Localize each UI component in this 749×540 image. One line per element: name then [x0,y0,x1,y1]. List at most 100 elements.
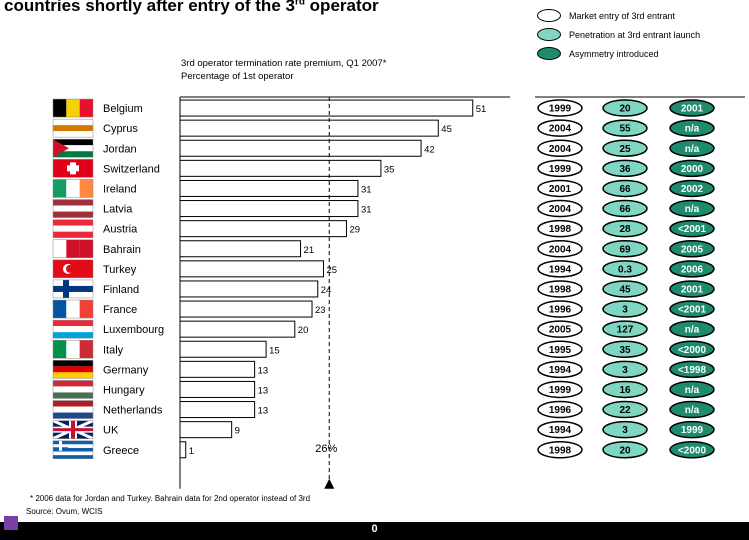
table-cell-value: 55 [619,124,631,135]
bar [179,300,313,318]
flag-stripe [53,211,93,218]
table-cell-value: 0.3 [618,264,632,275]
flag-stripe [53,400,93,407]
table-cell-oval [669,340,715,358]
flag-border [52,299,94,319]
table-cell-oval [602,119,648,137]
table-cell-oval [669,119,715,137]
table-cell-value: 1996 [549,305,572,316]
table-cell-oval [537,420,583,439]
flag-stripe [53,139,93,146]
flag-stripe [53,219,93,226]
category-label: Ireland [103,183,137,195]
category-label: Turkey [103,264,137,276]
table-cell-oval [537,441,583,459]
flag-cross [53,428,93,432]
page-title: countries shortly after entry of the 3rd… [4,0,379,15]
table-cell-value: 16 [619,385,631,396]
table-cell-oval [602,199,648,218]
page-number: 0 [371,523,378,535]
flag-stripe [53,119,93,126]
source: Source: Ovum, WCIS [26,507,103,516]
table-cell-oval [602,441,648,459]
bar [179,139,422,157]
table-cell-value: 1998 [549,445,572,456]
flag-stripe [66,179,80,198]
table-cell-value: <2000 [678,345,707,356]
category-label: Luxembourg [103,324,164,336]
table-cell-value: 2004 [549,124,572,135]
bar-value-label: 21 [304,245,315,256]
flag-stripe [53,205,93,212]
flag-stripe [53,440,93,445]
table-cell-value: 2005 [549,325,572,336]
flag-stripe [66,340,80,359]
bar-value-label: 13 [258,385,269,396]
flag-stripe [53,326,93,333]
flag-triangle [53,139,69,158]
category-label: Switzerland [103,163,160,175]
flag-stripe [53,386,93,393]
table-cell-oval [602,179,648,198]
category-label: Germany [103,364,149,376]
table-cell-value: 1994 [549,365,572,376]
category-label: Hungary [103,384,145,396]
bar-value-label: 29 [349,225,360,236]
flag-stripe [66,239,80,258]
table-cell-oval [537,139,583,157]
flag-stripe [66,300,80,319]
table-cell-value: n/a [685,325,700,336]
table-cell-oval [537,159,583,178]
bar-value-label: 42 [424,144,435,155]
bar-value-label: 13 [258,365,269,376]
flag-stripe [53,131,93,138]
flag-stripe [53,372,93,379]
flag-stripe [53,320,93,327]
table-cell-value: 69 [619,244,631,255]
flag-stripe [53,125,93,132]
table-cell-value: 2004 [549,144,572,155]
table-cell-oval [669,400,715,419]
table-cell-oval [602,400,648,419]
table-cell-oval [669,360,715,379]
flag-stripe [53,99,67,118]
table-cell-value: 1998 [549,224,572,235]
table-cell-oval [537,199,583,218]
table-cell-value: 66 [619,184,631,195]
legend-swatch-dark [537,47,561,60]
flag-stripe [53,392,93,399]
table-cell-value: 1994 [549,264,572,275]
flag-border [52,420,94,439]
bar-value-label: 25 [327,265,338,276]
bar-value-label: 9 [235,426,240,437]
table-cell-oval [669,420,715,439]
flag-stripe [66,99,80,118]
flag-stripe [53,225,93,232]
bar-chart: Belgium 51 1999 20 2001 Cyprus 45 2004 55 n/a Jord… [52,96,745,489]
footnote: * 2006 data for Jordan and Turkey. Bahra… [30,494,311,503]
table-cell-value: n/a [685,385,700,396]
flag-border [52,319,94,339]
legend-item-market-entry: Market entry of 3rd entrant [537,6,700,25]
slide-marker [4,516,18,530]
category-label: Cyprus [103,123,138,135]
table-cell-value: <2001 [678,224,707,235]
bar-value-label: 31 [361,184,372,195]
category-label: Bahrain [103,244,141,256]
flag-border [52,179,94,198]
table-cell-value: 36 [619,164,631,175]
reference-line-arrow [324,478,335,489]
flag-stripe [79,179,93,198]
table-cell-value: 22 [619,405,631,416]
table-cell-oval [669,159,715,178]
table-cell-value: n/a [685,144,700,155]
table-cell-oval [602,300,648,318]
table-cell-value: 1994 [549,425,572,436]
bar-value-label: 23 [315,305,326,316]
table-cell-value: 2002 [681,184,704,195]
flag-stripe [53,239,67,258]
flag-border [52,400,94,419]
table-cell-oval [669,441,715,459]
flag-stripe [53,360,93,367]
table-cell-value: 1999 [681,425,704,436]
